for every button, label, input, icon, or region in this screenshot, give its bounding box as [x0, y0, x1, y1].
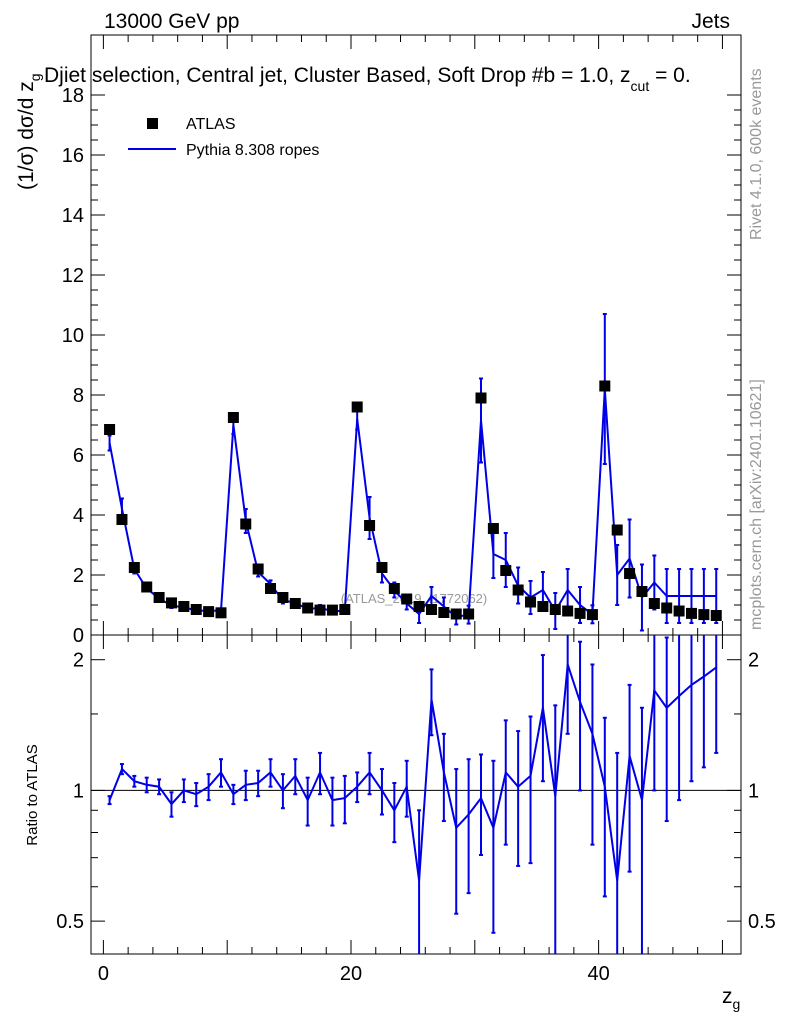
ratio-ytick-label: 0.5 — [56, 911, 84, 933]
x-tick-label: 40 — [587, 963, 609, 985]
main-ytick-label: 14 — [62, 205, 84, 227]
ratio-ylabel: Ratio to ATLAS — [24, 744, 41, 845]
selection-title: Djiet selection, Central jet, Cluster Ba… — [44, 64, 691, 94]
atlas-point — [401, 593, 413, 605]
atlas-point — [586, 609, 598, 621]
atlas-point — [624, 568, 636, 579]
atlas-point — [215, 607, 227, 619]
x-tick-label: 0 — [98, 963, 109, 985]
atlas-point — [500, 565, 512, 576]
ratio-plot-frame — [90, 634, 742, 955]
atlas-point — [339, 604, 351, 615]
main-axes: 0 2 4 6 8 10 12 14 16 18 — [62, 35, 741, 647]
atlas-point — [203, 606, 215, 618]
energy-label: 13000 GeV pp — [104, 10, 239, 33]
atlas-point — [525, 596, 537, 608]
atlas-point — [463, 608, 475, 620]
x-axis-label-sub: g — [733, 996, 741, 1012]
legend-marker-atlas — [147, 118, 158, 129]
ratio-line — [108, 664, 717, 881]
atlas-point — [364, 520, 376, 531]
atlas-point — [240, 518, 252, 530]
atlas-point — [302, 602, 314, 614]
main-ytick-label: 2 — [73, 565, 84, 587]
atlas-point — [636, 586, 648, 597]
atlas-point — [512, 584, 524, 596]
atlas-point — [104, 424, 116, 435]
atlas-point — [265, 583, 277, 594]
atlas-point — [487, 523, 499, 534]
main-ytick-label: 16 — [62, 145, 84, 167]
main-ytick-label: 4 — [73, 505, 84, 527]
ratio-ytick-label-right: 2 — [748, 650, 759, 672]
atlas-point — [537, 601, 549, 612]
watermark: (ATLAS_2019_I1772062) — [341, 591, 487, 606]
ratio-ytick-label: 2 — [73, 650, 84, 672]
atlas-point — [549, 604, 561, 615]
atlas-point — [227, 412, 239, 423]
atlas-point — [153, 592, 165, 603]
atlas-point — [698, 609, 710, 621]
main-ytick-label: 6 — [73, 445, 84, 467]
atlas-point — [326, 604, 338, 616]
ratio-plot-marks — [107, 635, 719, 954]
main-ylabel-main: (1/σ) dσ/d z — [15, 81, 38, 190]
atlas-point — [475, 392, 487, 404]
atlas-point — [141, 581, 153, 593]
atlas-point — [673, 605, 685, 617]
ratio-ytick-label-right: 0.5 — [748, 911, 776, 933]
atlas-point — [165, 597, 177, 609]
atlas-point — [438, 607, 450, 618]
mcplots-label: mcplots.cern.ch [arXiv:2401.10621] — [748, 379, 765, 630]
atlas-point — [277, 592, 289, 603]
main-plot-marks — [104, 313, 722, 632]
atlas-point — [314, 604, 326, 616]
main-ytick-label: 0 — [73, 625, 84, 647]
atlas-point — [178, 601, 190, 612]
atlas-point — [252, 563, 264, 575]
atlas-point — [128, 562, 140, 573]
main-ylabel: (1/σ) dσ/d zg — [15, 73, 43, 190]
main-ylabel-sub: g — [27, 73, 43, 81]
atlas-point — [685, 607, 697, 619]
rivet-label: Rivet 4.1.0, 600k events — [748, 68, 765, 240]
atlas-point — [116, 514, 128, 525]
category-label: Jets — [691, 10, 730, 33]
atlas-point — [574, 607, 586, 619]
selection-title-sub: cut — [631, 78, 650, 94]
atlas-point — [351, 401, 363, 413]
main-ytick-label: 12 — [62, 265, 84, 287]
main-ytick-label: 8 — [73, 385, 84, 407]
ratio-axes: 0 20 40 0.5 0.5 1 1 2 2 — [56, 635, 776, 985]
atlas-point — [388, 583, 400, 594]
ratio-ytick-label: 1 — [73, 780, 84, 802]
x-tick-label: 20 — [340, 963, 362, 985]
legend-label-mc: Pythia 8.308 ropes — [186, 142, 319, 159]
selection-title-tail: = 0. — [649, 64, 690, 87]
legend-label-atlas: ATLAS — [186, 116, 236, 133]
atlas-point — [413, 601, 425, 612]
atlas-point — [562, 605, 574, 617]
atlas-point — [190, 604, 202, 615]
main-ytick-label: 10 — [62, 325, 84, 347]
selection-title-main: Djiet selection, Central jet, Cluster Ba… — [44, 64, 631, 87]
atlas-point — [450, 608, 462, 620]
atlas-point — [425, 604, 437, 615]
x-axis-label: zg — [722, 985, 740, 1012]
atlas-point — [376, 562, 388, 573]
ratio-ytick-label-right: 1 — [748, 780, 759, 802]
atlas-point — [710, 610, 722, 621]
atlas-point — [599, 380, 611, 392]
mc-line — [108, 388, 717, 619]
main-ytick-label: 18 — [62, 85, 84, 107]
atlas-point — [648, 598, 660, 609]
atlas-point — [289, 598, 301, 609]
x-axis-label-main: z — [722, 985, 733, 1008]
atlas-point — [661, 602, 673, 614]
atlas-point — [611, 524, 623, 536]
